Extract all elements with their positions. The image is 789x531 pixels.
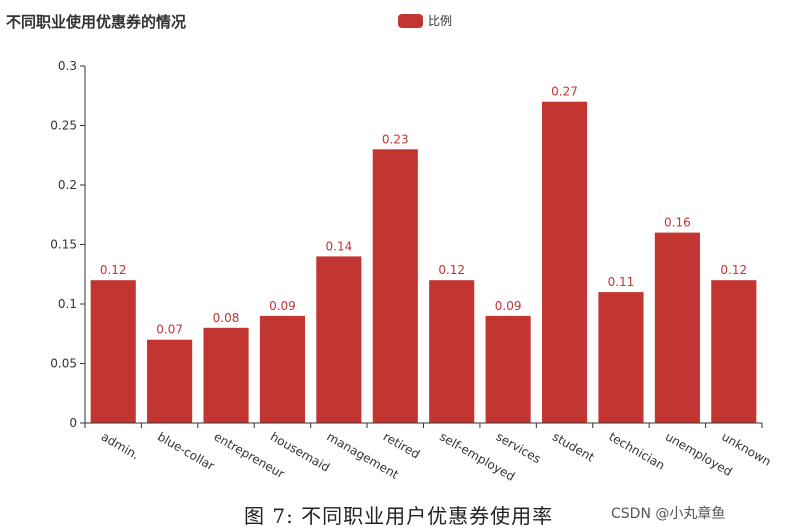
watermark: CSDN @小丸章鱼	[611, 506, 726, 522]
x-axis: admin. blue-collarentrepreneurhousemaidma…	[84, 422, 774, 484]
legend-label: 比例	[428, 14, 453, 28]
bar-value-label: 0.16	[664, 216, 691, 230]
bar-value-label: 0.09	[495, 299, 522, 313]
bar-value-label: 0.23	[382, 132, 409, 146]
x-tick-label: admin.	[99, 429, 142, 462]
x-tick-label: retired	[381, 429, 422, 461]
bar-chart: 00.050.10.150.20.250.3 0.120.070.080.090…	[50, 59, 774, 484]
x-tick-label: blue-collar	[155, 429, 217, 473]
y-tick-label: 0.25	[50, 119, 77, 133]
y-axis: 0 0.05 0.1 0.15 0.2 0.25 0.3	[50, 59, 86, 430]
legend[interactable]: 比例	[398, 12, 452, 29]
bar-value-label: 0.12	[100, 263, 127, 277]
bar	[203, 327, 249, 423]
y-tick-label: 0	[69, 416, 77, 430]
legend-swatch	[398, 13, 423, 28]
bar	[429, 280, 475, 423]
y-tick-label: 0.2	[58, 178, 77, 192]
y-tick-label: 0.3	[58, 59, 77, 73]
bar	[90, 280, 136, 423]
bar	[147, 339, 193, 423]
bar	[598, 292, 644, 423]
y-tick-label: 0.05	[50, 357, 77, 371]
x-tick-label: services	[494, 429, 544, 466]
bar-value-label: 0.07	[156, 323, 183, 337]
bar	[541, 101, 588, 423]
bar-value-label: 0.09	[269, 299, 296, 313]
bar	[372, 149, 418, 424]
bar-value-label: 0.27	[551, 85, 578, 99]
bar	[711, 280, 757, 423]
x-tick-label: technician	[606, 429, 667, 472]
bar	[654, 232, 700, 423]
bar-value-label: 0.11	[608, 275, 635, 289]
bar-value-label: 0.08	[213, 311, 240, 325]
bar-value-label: 0.12	[438, 263, 465, 277]
bar	[259, 315, 306, 423]
bar	[316, 256, 362, 423]
y-tick-label: 0.15	[50, 238, 77, 252]
bars	[90, 101, 757, 424]
bar	[485, 315, 531, 423]
bar-value-label: 0.14	[326, 239, 353, 253]
figure-caption: 图 7: 不同职业用户优惠券使用率	[244, 504, 554, 528]
chart-title: 不同职业使用优惠券的情况	[6, 13, 187, 31]
y-tick-label: 0.1	[58, 297, 77, 311]
x-tick-label: student	[550, 429, 597, 464]
bar-value-label: 0.12	[720, 263, 747, 277]
bar-labels: 0.12 0.07 0.08 0.09 0.14 0.23 0.12 0.09 0.27 0.11…	[100, 85, 747, 337]
